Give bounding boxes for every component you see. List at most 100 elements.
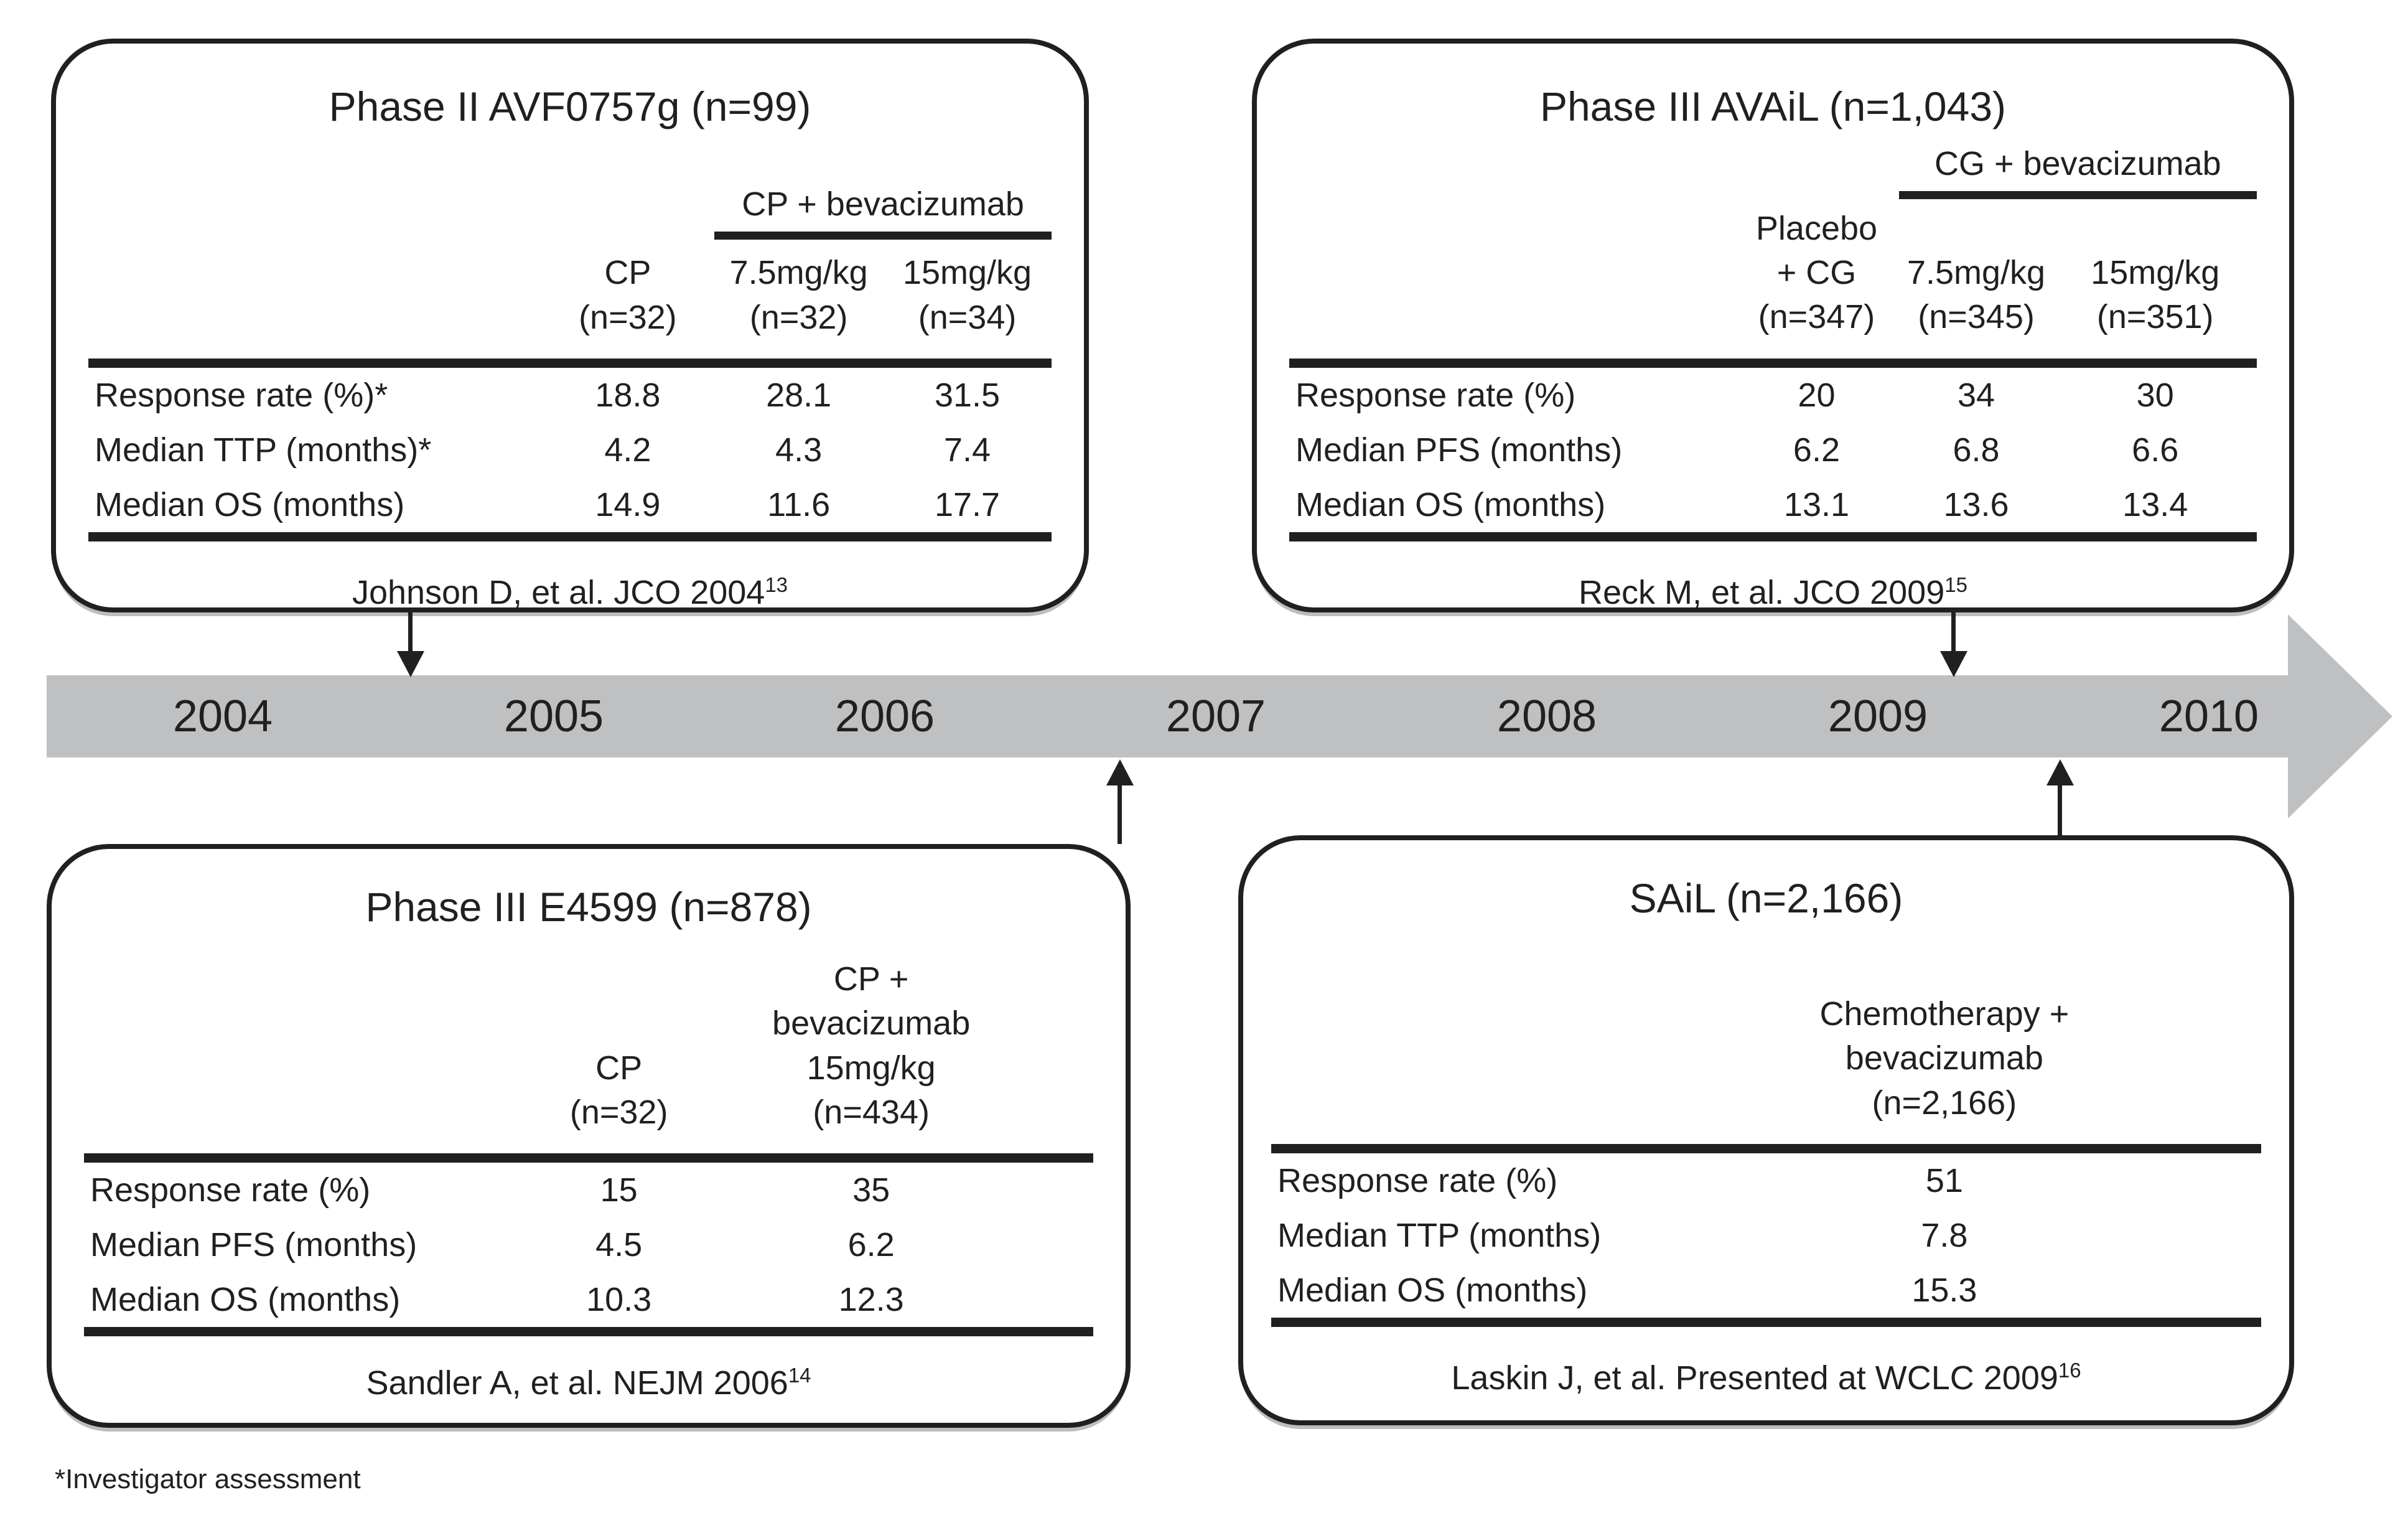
cell-value: 20: [1798, 376, 1836, 414]
table-row: Median PFS (months) 4.5 6.2: [84, 1217, 1093, 1272]
column-header: 7.5mg/kg (n=32): [714, 235, 884, 368]
row-label: Median TTP (months)*: [95, 431, 432, 469]
row-label: Median PFS (months): [90, 1226, 418, 1264]
sail-connector-arrowhead-icon: [2046, 759, 2074, 785]
e4599-title: Phase III E4599 (n=878): [365, 884, 812, 930]
cell-value: 15.3: [1667, 1262, 2222, 1327]
avail-trial-box: Phase III AVAiL (n=1,043) CG + bevacizum…: [1252, 39, 2294, 612]
table-row: Median OS (months) 15.3: [1271, 1262, 2261, 1327]
column-header: 7.5mg/kg (n=345): [1898, 195, 2054, 368]
row-label: Median TTP (months): [1277, 1216, 1602, 1254]
timeline-year: 2010: [2158, 691, 2259, 741]
cell-value: 13.1: [1734, 477, 1899, 541]
column-header: CP (n=32): [541, 235, 715, 368]
column-header-row: Chemotherapy + bevacizumab (n=2,166): [1271, 981, 2261, 1153]
citation: Johnson D, et al. JCO 200413: [352, 573, 788, 611]
sail-connector-arrow-line: [2058, 783, 2062, 835]
e4599-table: CP (n=32) CP + bevacizumab 15mg/kg (n=43…: [84, 946, 1093, 1337]
column-header: 15mg/kg (n=351): [2053, 195, 2257, 368]
cell-value: 30: [2136, 376, 2174, 414]
column-header-row: CP (n=32) 7.5mg/kg (n=32) 15mg/kg (n=34): [88, 235, 1052, 368]
cell-value: 6.2: [847, 1226, 895, 1264]
cell-value: 34: [1958, 376, 1995, 414]
sail-trial-box: SAiL (n=2,166) Chemotherapy + bevacizuma…: [1238, 835, 2294, 1425]
citation: Laskin J, et al. Presented at WCLC 20091…: [1451, 1358, 2081, 1397]
sail-table: Chemotherapy + bevacizumab (n=2,166) Res…: [1271, 981, 2261, 1327]
table-row: Median OS (months) 14.9 11.6 17.7: [88, 477, 1052, 541]
cell-value: 6.8: [1953, 431, 2000, 469]
row-label: Response rate (%): [1295, 376, 1576, 414]
column-header-row: CP (n=32) CP + bevacizumab 15mg/kg (n=43…: [84, 946, 1093, 1163]
avail-table: CG + bevacizumab Placebo + CG (n=347) 7.…: [1289, 145, 2257, 541]
timeline-year: 2007: [1165, 691, 1266, 741]
timeline-year: 2009: [1827, 691, 1928, 741]
column-header: Chemotherapy + bevacizumab (n=2,166): [1667, 981, 2222, 1153]
table-row: Median OS (months) 10.3 12.3: [84, 1272, 1093, 1337]
e4599-connector-arrowhead-icon: [1106, 759, 1134, 785]
cell-value: 4.5: [595, 1226, 643, 1264]
table-row: Median TTP (months)* 4.2 4.3 7.4: [88, 423, 1052, 477]
avail-connector-arrow-line: [1951, 612, 1956, 652]
span-header-row: CG + bevacizumab: [1289, 145, 2257, 200]
span-header-cell: CP + bevacizumab: [714, 185, 1052, 240]
avf0757g-trial-box: Phase II AVF0757g (n=99) CP + bevacizuma…: [51, 39, 1089, 612]
table-row: Response rate (%) 20 34 30: [1289, 363, 2257, 423]
cell-value: 13.6: [1898, 477, 2054, 541]
timeline-year: 2008: [1496, 691, 1597, 741]
e4599-connector-arrow-line: [1118, 783, 1122, 844]
cell-value: 18.8: [595, 376, 661, 414]
cell-value: 4.3: [775, 431, 823, 469]
table-row: Median TTP (months) 7.8: [1271, 1208, 2261, 1263]
timeline-year: 2004: [172, 691, 273, 741]
row-label: Median OS (months): [88, 477, 541, 541]
cell-value: 6.6: [2132, 431, 2179, 469]
footnote: *Investigator assessment: [55, 1464, 361, 1494]
column-header: CP (n=32): [487, 946, 750, 1163]
column-header: Placebo + CG (n=347): [1734, 195, 1899, 368]
avf0757g-title: Phase II AVF0757g (n=99): [329, 83, 811, 129]
reference-superscript: 14: [788, 1364, 811, 1387]
reference-superscript: 16: [2058, 1358, 2081, 1382]
cell-value: 10.3: [487, 1272, 750, 1337]
avf0757g-table: CP + bevacizumab CP (n=32) 7.5mg/kg (n=3…: [88, 185, 1052, 541]
citation: Sandler A, et al. NEJM 200614: [366, 1364, 811, 1402]
cell-value: 7.4: [944, 431, 991, 469]
cell-value: 51: [1925, 1161, 1963, 1199]
cell-value: 7.8: [1921, 1216, 1968, 1254]
row-label: Response rate (%): [90, 1171, 371, 1209]
row-label: Median OS (months): [1289, 477, 1735, 541]
timeline-bar: [47, 675, 2288, 757]
cell-value: 11.6: [714, 477, 884, 541]
timeline-year: 2006: [834, 691, 935, 741]
avf0757g-connector-arrowhead-icon: [397, 651, 424, 677]
row-label: Response rate (%)*: [95, 376, 388, 414]
cell-value: 15: [600, 1171, 638, 1209]
cell-value: 14.9: [541, 477, 715, 541]
cell-value: 17.7: [883, 477, 1052, 541]
column-header: CP + bevacizumab 15mg/kg (n=434): [750, 946, 992, 1163]
avf0757g-connector-arrow-line: [408, 612, 413, 652]
table-row: Median PFS (months) 6.2 6.8 6.6: [1289, 423, 2257, 477]
cell-value: 6.2: [1793, 431, 1840, 469]
row-label: Median PFS (months): [1295, 431, 1623, 469]
cell-value: 31.5: [934, 376, 1001, 414]
span-header-cell: CG + bevacizumab: [1898, 145, 2257, 200]
avail-title: Phase III AVAiL (n=1,043): [1539, 83, 2007, 129]
cell-value: 13.4: [2053, 477, 2257, 541]
sail-title: SAiL (n=2,166): [1629, 875, 1903, 921]
timeline-year: 2005: [503, 691, 604, 741]
cell-value: 35: [852, 1171, 890, 1209]
cell-value: 28.1: [766, 376, 832, 414]
span-header-row: CP + bevacizumab: [88, 185, 1052, 240]
e4599-trial-box: Phase III E4599 (n=878) CP (n=32) CP + b…: [47, 844, 1131, 1428]
column-header: 15mg/kg (n=34): [883, 235, 1052, 368]
table-row: Response rate (%)* 18.8 28.1 31.5: [88, 363, 1052, 423]
citation: Reck M, et al. JCO 200915: [1579, 573, 1967, 611]
reference-superscript: 13: [765, 573, 788, 596]
row-label: Median OS (months): [1271, 1262, 1668, 1327]
column-header-row: Placebo + CG (n=347) 7.5mg/kg (n=345) 15…: [1289, 195, 2257, 368]
timeline-arrowhead-icon: [2288, 614, 2392, 818]
cell-value: 4.2: [604, 431, 651, 469]
row-label: Median OS (months): [84, 1272, 488, 1337]
